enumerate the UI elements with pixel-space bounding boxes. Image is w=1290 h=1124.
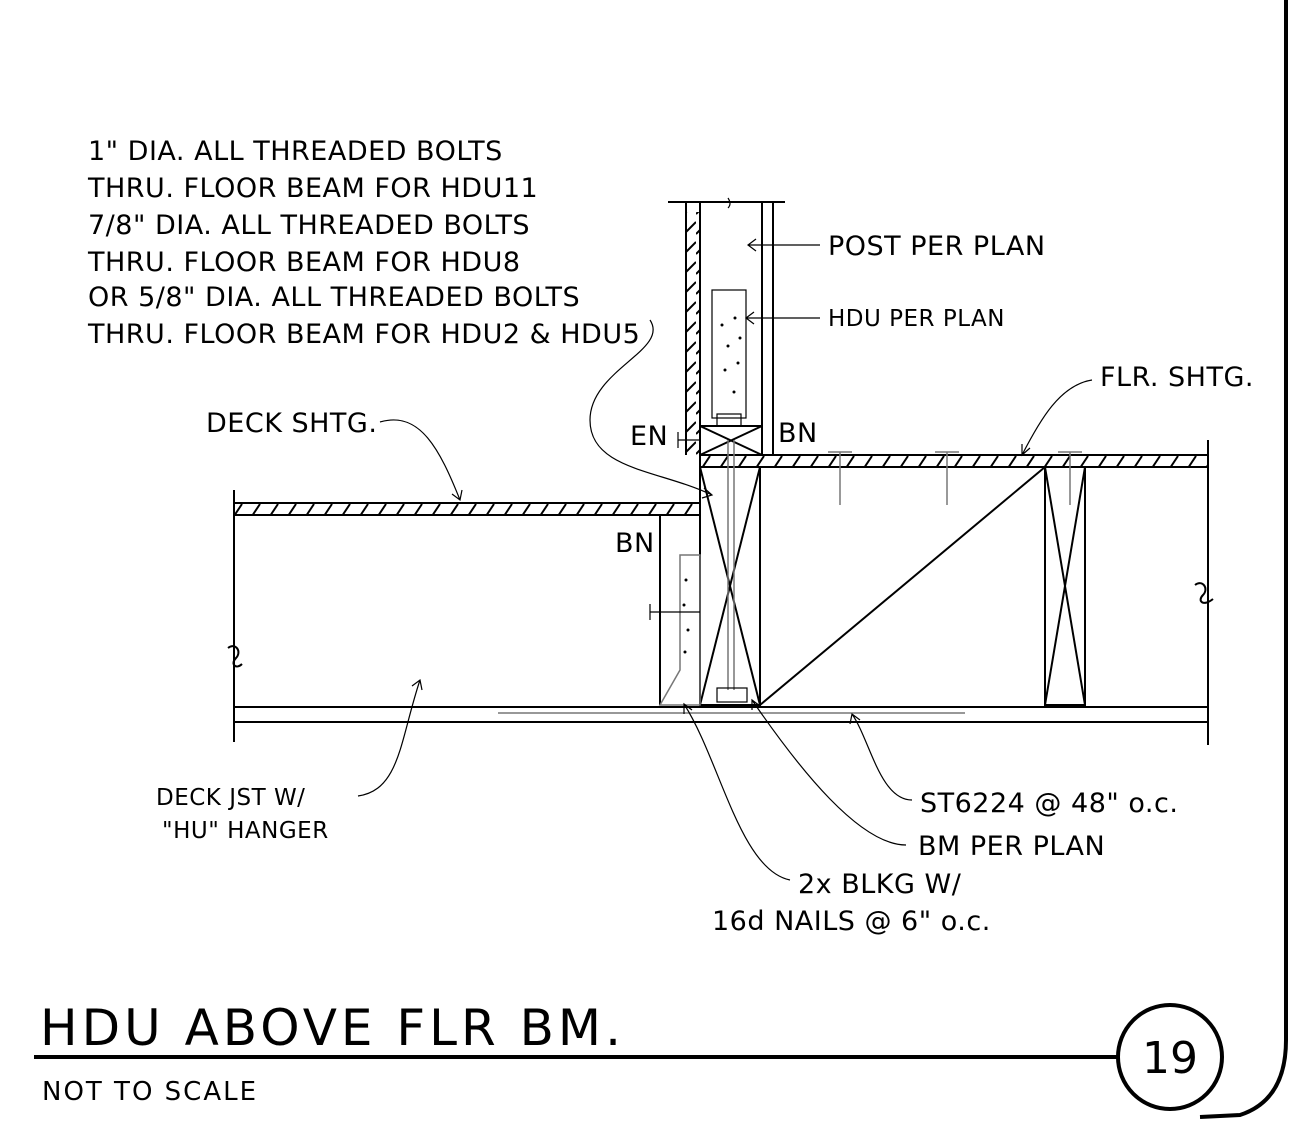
label-post: POST PER PLAN	[828, 231, 1046, 262]
break-mark-right	[1194, 582, 1214, 604]
detail-number: 19	[1142, 1033, 1198, 1084]
detail-number-circle	[1116, 1003, 1224, 1111]
joist-hanger	[649, 515, 701, 706]
bolt-note-line: THRU. FLOOR BEAM FOR HDU11	[87, 173, 538, 204]
bolt-note-line: THRU. FLOOR BEAM FOR HDU8	[87, 247, 521, 278]
label-deck-jst-hanger: "HU" HANGER	[162, 818, 329, 844]
post	[668, 197, 785, 455]
label-beam: BM PER PLAN	[918, 831, 1105, 862]
bolt-note-line: THRU. FLOOR BEAM FOR HDU2 & HDU5	[87, 319, 640, 350]
label-hdu: HDU PER PLAN	[828, 306, 1005, 332]
detail-title: HDU ABOVE FLR BM.	[40, 999, 625, 1057]
break-mark-left	[227, 645, 243, 668]
bolt-note-line: 1" DIA. ALL THREADED BOLTS	[88, 136, 503, 167]
label-deck-shtg: DECK SHTG.	[206, 408, 377, 439]
scale-note: NOT TO SCALE	[42, 1077, 258, 1107]
floor-sheathing	[699, 440, 1209, 745]
label-bn-lower: BN	[615, 528, 655, 559]
leader-lines	[357, 238, 1093, 881]
bolt-note-line: 7/8" DIA. ALL THREADED BOLTS	[88, 210, 530, 241]
label-flr-shtg: FLR. SHTG.	[1100, 362, 1254, 393]
label-bn-upper: BN	[778, 418, 818, 449]
floor-beam	[699, 440, 1086, 706]
hdu-bracket	[677, 289, 763, 456]
label-blkg: 2x BLKG W/	[798, 869, 962, 900]
label-strap: ST6224 @ 48" o.c.	[920, 788, 1178, 819]
bolt-note: 1" DIA. ALL THREADED BOLTS THRU. FLOOR B…	[87, 136, 640, 350]
label-deck-jst: DECK JST W/	[156, 785, 305, 811]
bottom-plates	[234, 706, 1208, 723]
floor-nails	[828, 451, 1082, 505]
label-blkg-nails: 16d NAILS @ 6" o.c.	[712, 906, 991, 937]
label-en: EN	[630, 421, 668, 452]
sheet-border	[1199, 0, 1288, 1119]
bolt-note-line: OR 5/8" DIA. ALL THREADED BOLTS	[88, 282, 580, 313]
